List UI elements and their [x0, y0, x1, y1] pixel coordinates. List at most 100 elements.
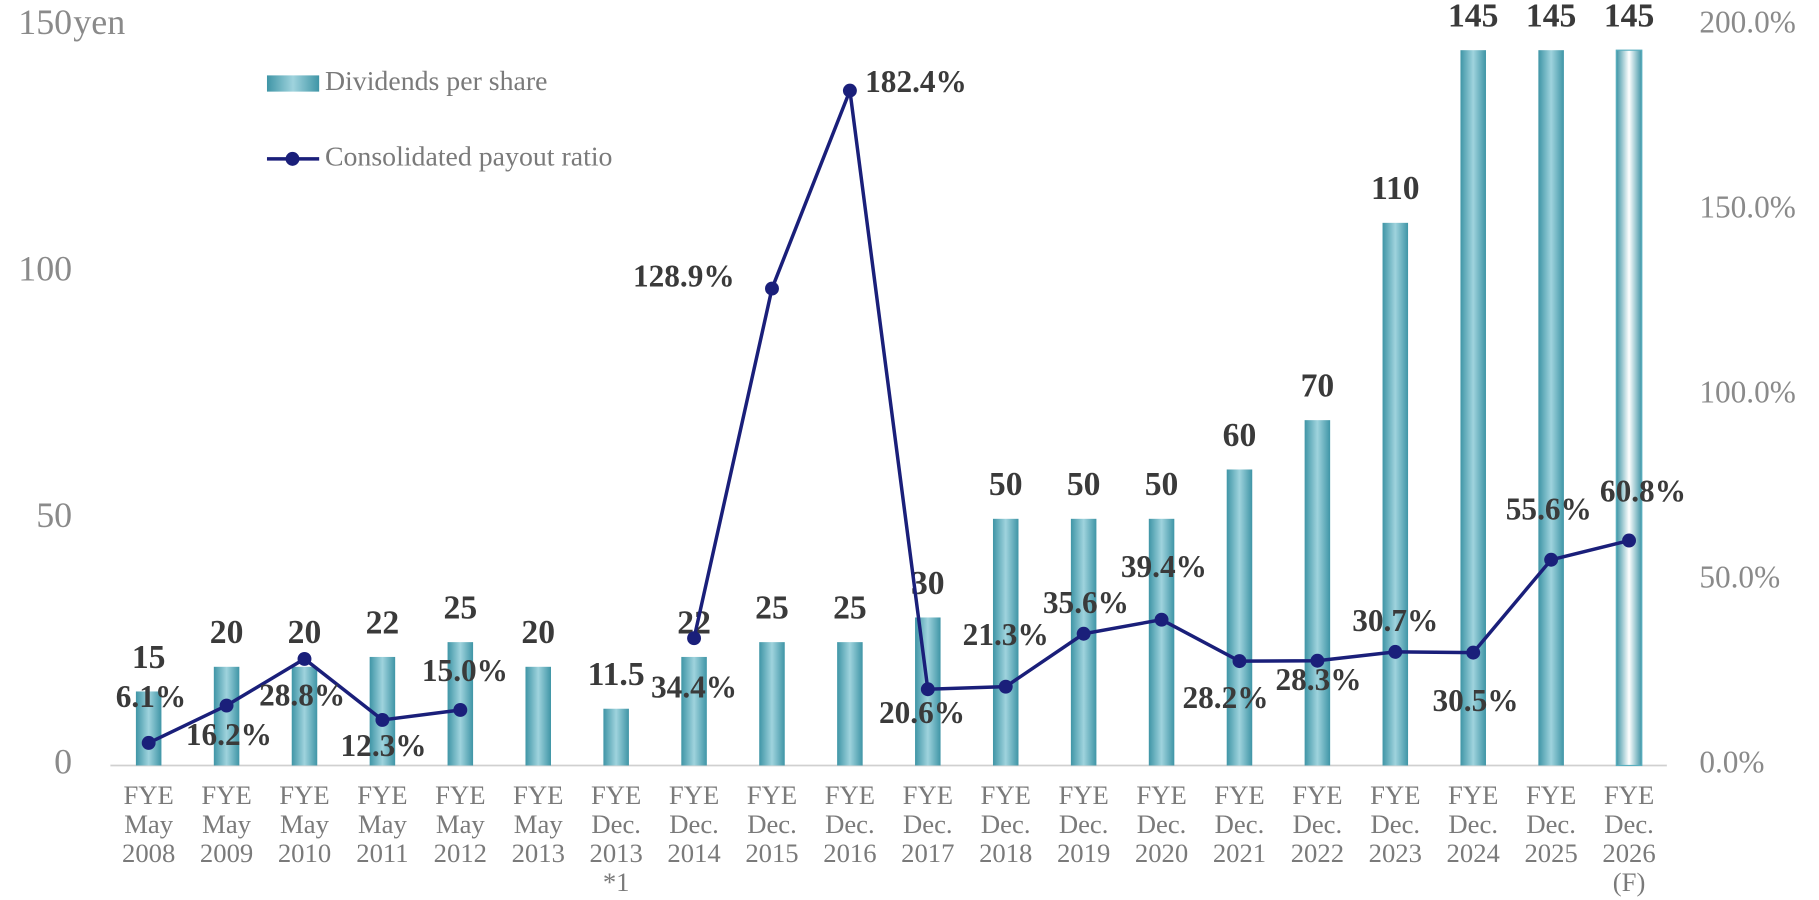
bar-value-label: 20 [288, 614, 322, 651]
line-value-label: 128.9% [633, 258, 735, 293]
x-tick-label: FYE [201, 780, 251, 810]
x-tick-label: FYE [591, 780, 641, 810]
x-tick-label: 2024 [1447, 838, 1500, 868]
x-tick-label: Dec. [1215, 809, 1265, 839]
line-point [1310, 653, 1325, 668]
bar-value-label: 60 [1223, 417, 1257, 454]
bar [1304, 420, 1331, 766]
x-tick-label: FYE [123, 780, 173, 810]
x-tick-label: 2020 [1135, 838, 1188, 868]
x-tick-label: Dec. [981, 809, 1031, 839]
bar-value-label: 50 [989, 466, 1023, 503]
x-tick-label: Dec. [903, 809, 953, 839]
legend-label: Dividends per share [325, 66, 548, 97]
bar-value-label: 50 [1067, 466, 1101, 503]
x-tick-label: FYE [903, 780, 953, 810]
bar [603, 708, 629, 766]
bar [1070, 518, 1097, 766]
x-tick-label: 2014 [667, 838, 720, 868]
x-tick-label: Dec. [747, 809, 797, 839]
y-tick-label: 150 [18, 2, 72, 42]
x-tick-label: (F) [1613, 867, 1646, 897]
line-value-label: 6.1% [116, 679, 186, 714]
x-tick-label: 2010 [278, 838, 331, 868]
line-value-label: 15.0% [422, 653, 508, 688]
line-value-label: 34.4% [651, 670, 737, 705]
x-tick-label: FYE [1526, 780, 1576, 810]
bar-value-label: 25 [833, 590, 867, 627]
x-tick-label: FYE [1058, 780, 1108, 810]
y-tick-label: 100 [18, 248, 72, 288]
line-point [1388, 644, 1403, 659]
legend-label: Consolidated payout ratio [325, 141, 613, 172]
line-point [453, 703, 468, 717]
y2-tick-label: 50.0% [1699, 560, 1780, 595]
bar [213, 666, 240, 766]
x-tick-label: Dec. [1526, 809, 1576, 839]
x-tick-label: FYE [1136, 780, 1186, 810]
x-tick-label: Dec. [1604, 809, 1654, 839]
line-point [687, 631, 702, 646]
x-tick-label: FYE [435, 780, 485, 810]
line-value-label: 39.4% [1121, 549, 1207, 584]
x-tick-label: May [358, 809, 408, 839]
line-value-label: 20.6% [879, 695, 965, 730]
bar [681, 656, 707, 766]
y2-tick-label: 200.0% [1699, 5, 1796, 40]
x-tick-label: 2015 [745, 838, 798, 868]
x-tick-label: 2021 [1213, 838, 1266, 868]
line-point [1076, 626, 1091, 641]
x-tick-label: 2022 [1291, 838, 1344, 868]
bar-value-label: 22 [366, 604, 400, 641]
line-point [1232, 654, 1247, 669]
x-tick-label: FYE [1370, 780, 1420, 810]
bar-value-label: 110 [1371, 170, 1420, 207]
x-tick-label: 2012 [434, 838, 487, 868]
line-value-label: 182.4% [865, 64, 967, 99]
bar [525, 666, 551, 766]
x-tick-label: FYE [1292, 780, 1342, 810]
x-tick-label: FYE [981, 780, 1031, 810]
bar-value-label: 25 [444, 590, 478, 627]
x-tick-label: 2016 [823, 838, 876, 868]
legend-swatch [266, 75, 320, 92]
legend-swatch [285, 151, 300, 166]
x-tick-label: 2013 [512, 838, 565, 868]
bar [1226, 469, 1253, 766]
bar [759, 642, 785, 766]
line-point [297, 651, 312, 666]
y2-tick-label: 100.0% [1699, 375, 1796, 410]
x-tick-label: May [514, 809, 564, 839]
x-tick-label: May [124, 809, 174, 839]
y2-tick-label: 150.0% [1699, 190, 1796, 225]
x-tick-label: May [202, 809, 252, 839]
x-tick-label: 2017 [901, 838, 954, 868]
bar-value-label: 145 [1448, 0, 1498, 35]
x-tick-label: 2011 [356, 838, 408, 868]
line-point [1622, 533, 1637, 548]
line-point [765, 281, 779, 296]
bar-value-label: 15 [132, 639, 166, 676]
bar [1148, 518, 1175, 766]
line-point [219, 698, 234, 713]
line-point [920, 682, 935, 697]
line-value-label: 55.6% [1506, 491, 1592, 526]
line-point [998, 679, 1013, 694]
bar [992, 518, 1019, 766]
bar [1615, 49, 1643, 767]
y-unit: yen [73, 2, 125, 42]
bar-value-label: 145 [1526, 0, 1576, 35]
bar [837, 642, 863, 766]
bar [1382, 222, 1409, 766]
line-point [1154, 612, 1169, 627]
x-tick-label: Dec. [669, 809, 719, 839]
line-value-label: 35.6% [1043, 585, 1129, 620]
bar-value-label: 25 [755, 590, 789, 627]
line-value-label: 28.3% [1276, 662, 1362, 697]
bar-value-label: 145 [1604, 0, 1654, 35]
x-tick-label: 2023 [1369, 838, 1422, 868]
y-tick-label: 50 [36, 495, 72, 535]
x-tick-label: May [436, 809, 486, 839]
line-value-label: 21.3% [963, 617, 1049, 652]
